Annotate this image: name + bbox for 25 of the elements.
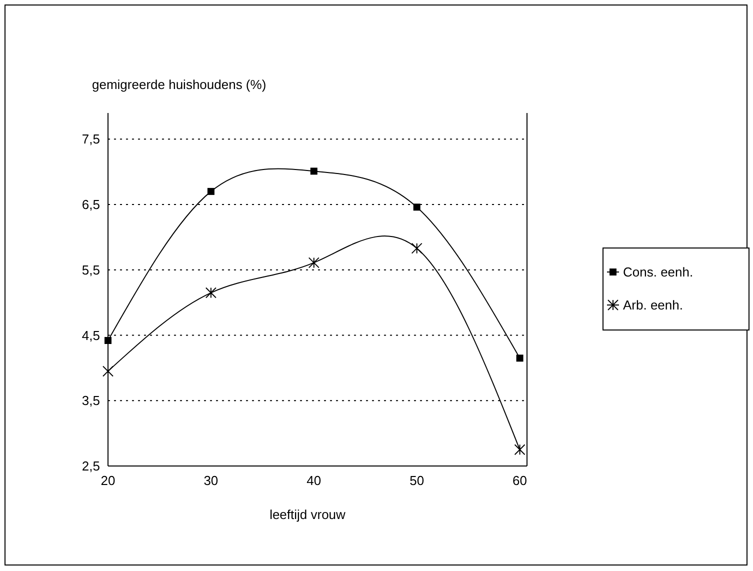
x-axis-title: leeftijd vrouw xyxy=(270,507,346,522)
y-axis-title: gemigreerde huishoudens (%) xyxy=(92,77,266,92)
point xyxy=(308,257,320,268)
point xyxy=(514,444,526,456)
y-tick-label: 3,5 xyxy=(82,393,100,408)
point xyxy=(207,188,214,195)
x-tick-label: 60 xyxy=(512,473,528,488)
legend-label: Arb. eenh. xyxy=(623,298,683,313)
y-tick-label: 7,5 xyxy=(82,132,100,147)
x-tick-label: 40 xyxy=(306,473,322,488)
point xyxy=(413,204,420,211)
point xyxy=(310,168,318,175)
point xyxy=(205,287,216,298)
x-tick-label: 20 xyxy=(100,473,116,488)
point xyxy=(102,366,114,377)
y-tick-label: 6,5 xyxy=(82,197,100,212)
legend-label: Cons. eenh. xyxy=(623,264,694,280)
y-tick-label: 4,5 xyxy=(82,328,100,343)
y-tick-label: 5,5 xyxy=(82,262,100,278)
x-tick-label: 50 xyxy=(410,473,424,488)
point xyxy=(104,336,112,344)
y-tick-label: 2,5 xyxy=(82,458,100,474)
point xyxy=(516,354,524,362)
point xyxy=(411,242,422,254)
x-tick-label: 30 xyxy=(204,473,218,488)
